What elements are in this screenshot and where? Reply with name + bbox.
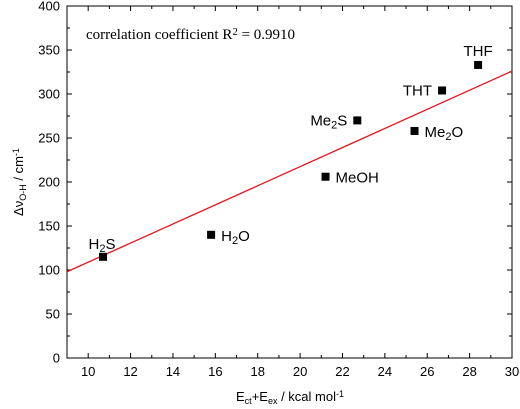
point-label-3: Me2S [310, 112, 347, 131]
y-tick-label-0: 0 [53, 351, 60, 366]
x-tick-label-30: 30 [505, 364, 519, 379]
x-tick-label-14: 14 [166, 364, 180, 379]
y-tick-label-300: 300 [38, 87, 60, 102]
y-axis-label: ΔνO-H / cm-1 [11, 148, 28, 216]
y-tick-label-50: 50 [46, 307, 60, 322]
x-tick-label-12: 12 [123, 364, 137, 379]
y-tick-label-350: 350 [38, 43, 60, 58]
data-point-0 [99, 252, 108, 261]
x-tick-label-20: 20 [293, 364, 307, 379]
x-tick-label-16: 16 [208, 364, 222, 379]
data-point-6 [474, 60, 483, 69]
x-tick-label-10: 10 [81, 364, 95, 379]
fit-line [66, 70, 513, 273]
data-point-1 [207, 230, 216, 239]
x-tick-label-28: 28 [462, 364, 476, 379]
data-point-4 [410, 126, 419, 135]
x-axis-label: Ect+Eex / kcal mol-1 [236, 389, 344, 406]
x-tick-label-18: 18 [250, 364, 264, 379]
x-tick-label-24: 24 [378, 364, 392, 379]
y-tick-label-250: 250 [38, 131, 60, 146]
axis-ticks: 10 12 14 16 18 20 22 24 26 28 30050100150200250300… [38, 0, 519, 379]
data-point-3 [353, 116, 362, 125]
point-label-6: THF [464, 43, 493, 60]
x-tick-label-26: 26 [420, 364, 434, 379]
y-tick-label-400: 400 [38, 0, 60, 14]
plot-frame [66, 5, 513, 359]
y-tick-label-150: 150 [38, 219, 60, 234]
point-labels: H2S H2O MeOH Me2S Me2O THT THF [89, 43, 493, 255]
point-label-4: Me2O [425, 124, 464, 143]
data-point-5 [438, 86, 447, 95]
fit-line-group [66, 70, 513, 273]
correlation-annotation: correlation coefficient R2 = 0.9910 [86, 26, 295, 43]
point-label-0: H2S [89, 236, 116, 255]
point-label-1: H2O [221, 228, 250, 247]
y-tick-label-100: 100 [38, 263, 60, 278]
data-point-2 [321, 172, 330, 181]
x-tick-label-22: 22 [335, 364, 349, 379]
point-label-5: THT [403, 82, 432, 99]
point-label-2: MeOH [336, 170, 379, 187]
data-points [99, 60, 483, 261]
y-tick-label-200: 200 [38, 175, 60, 190]
